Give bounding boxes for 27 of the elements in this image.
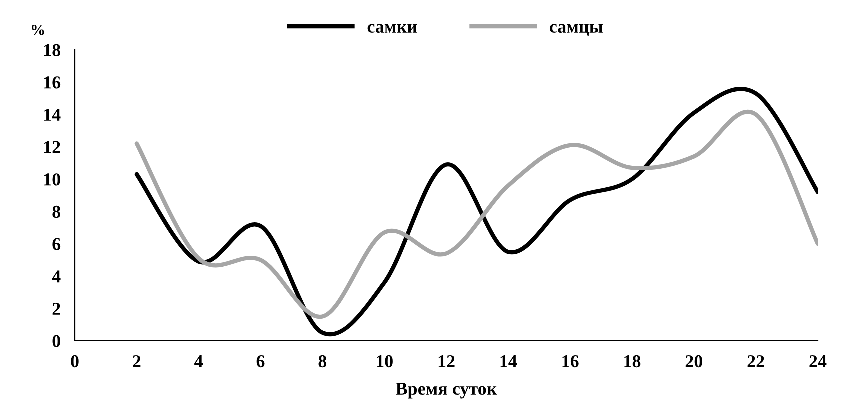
x-tick-label: 18: [624, 355, 641, 368]
y-tick-label: 14: [44, 109, 61, 121]
x-tick-label: 20: [686, 355, 703, 368]
x-tick-label: 12: [438, 355, 455, 368]
y-tick-label: 8: [52, 206, 61, 218]
y-tick-label: 2: [52, 302, 60, 315]
y-tick-label: 6: [52, 238, 61, 250]
x-tick-label: 2: [133, 355, 141, 368]
y-tick-label: 18: [44, 44, 61, 56]
x-tick-label: 16: [562, 355, 579, 368]
y-tick-label: 4: [52, 270, 61, 283]
x-axis-title: Время суток: [396, 383, 498, 399]
x-tick-label: 10: [377, 355, 393, 368]
x-tick-label: 14: [500, 356, 518, 368]
y-tick-label: 10: [44, 174, 60, 186]
y-tick-label: 16: [44, 76, 61, 89]
legend-label: самцы: [550, 24, 603, 36]
x-tick-label: 4: [194, 356, 204, 368]
x-tick-label: 24: [810, 355, 827, 368]
y-tick-label: 12: [44, 141, 60, 154]
x-tick-label: 8: [318, 355, 327, 368]
y-axis-title: %: [32, 24, 44, 36]
legend-label: самки: [368, 24, 418, 33]
x-tick-label: 6: [256, 355, 265, 368]
x-tick-label: 0: [71, 355, 79, 368]
x-tick-label: 22: [748, 355, 764, 368]
y-tick-label: 0: [52, 335, 60, 348]
